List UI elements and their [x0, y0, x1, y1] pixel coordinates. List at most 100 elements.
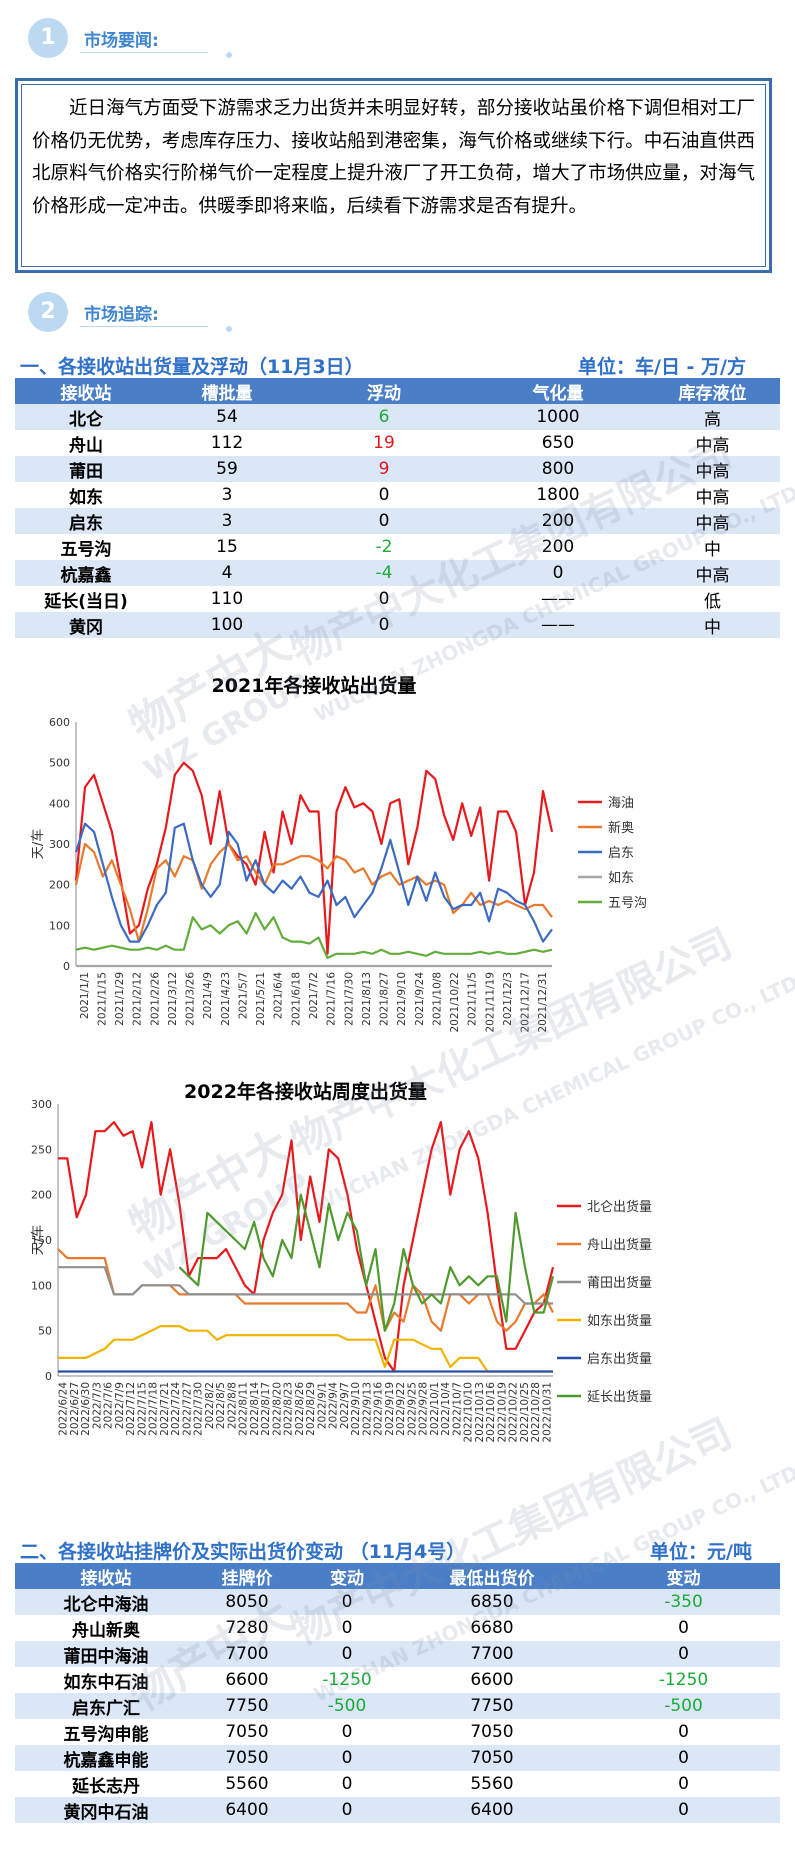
table-row: 延长(当日) 110 0 —— 低 — [15, 586, 780, 612]
chart-title: 2022年各接收站周度出货量 — [184, 1080, 427, 1103]
x-tick-label: 2022/8/17 — [260, 1382, 272, 1436]
batch-cell: 110 — [210, 589, 244, 609]
section-underline — [80, 52, 208, 53]
table2-unit: 单位：元/吨 — [650, 1541, 752, 1563]
table-row: 启东广汇 7750 -500 7750 -500 — [15, 1693, 780, 1719]
legend-label: 启东出货量 — [587, 1351, 652, 1367]
news-text: 近日海气方面受下游需求乏力出货并未明显好转，部分接收站虽价格下调但相对工厂价格仍… — [32, 98, 755, 217]
legend-label: 舟山出货量 — [587, 1237, 652, 1253]
x-tick-label: 2021/12/3 — [502, 972, 514, 1026]
y-tick-label: 100 — [49, 919, 70, 932]
series-line-2 — [74, 842, 553, 943]
table1-title: 一、各接收站出货量及浮动（11月3日） — [20, 356, 364, 378]
column-header: 库存液位 — [645, 378, 780, 404]
table-row: 舟山新奥 7280 0 6680 0 — [15, 1615, 780, 1641]
y-tick-label: 0 — [45, 1370, 52, 1383]
column-header: 最低出货价 — [397, 1563, 587, 1589]
y-tick-label: 150 — [31, 1234, 52, 1247]
station-name: 启东 — [15, 508, 157, 534]
y-tick-label: 100 — [31, 1279, 52, 1292]
shipment-table: 接收站 槽批量 浮动 气化量 库存液位 北仑 54 6 1000 高舟山 112 19 650 中高 莆田 5… — [15, 378, 780, 638]
y-tick-label: 250 — [31, 1143, 52, 1156]
change-cell: 0 — [297, 508, 471, 534]
min-change-cell: 0 — [678, 1722, 689, 1742]
chart-2022-weekly-shipments: 2022年各接收站周度出货量 0 50 100 150 200 250 300 天/车 2022/… — [30, 1080, 652, 1443]
x-tick-label: 2022/9/16 — [373, 1382, 385, 1436]
section-underline — [80, 326, 208, 327]
y-axis-label: 天/车 — [30, 1225, 46, 1255]
x-tick-label: 2022/10/16 — [485, 1382, 497, 1443]
x-tick-label: 2022/6/27 — [69, 1382, 81, 1436]
min-price-cell: 7750 — [397, 1693, 587, 1719]
y-axis-label: 天/车 — [30, 829, 46, 859]
x-tick-label: 2022/8/11 — [238, 1382, 250, 1436]
x-tick-label: 2022/10/19 — [496, 1382, 508, 1443]
x-tick-label: 2022/10/22 — [508, 1382, 520, 1443]
batch-cell: 59 — [157, 456, 297, 482]
x-tick-label: 2022/9/25 — [406, 1382, 418, 1436]
x-tick-label: 2021/7/30 — [343, 972, 355, 1026]
series-line-1 — [58, 1121, 555, 1373]
y-tick-label: 0 — [63, 960, 70, 973]
x-tick-label: 2022/7/15 — [136, 1382, 148, 1436]
min-change-cell: 0 — [678, 1774, 689, 1794]
min-price-cell: 7050 — [397, 1745, 587, 1771]
min-change-cell: -350 — [587, 1589, 780, 1615]
station-name: 舟山 — [69, 435, 103, 456]
table-row: 五号沟 15 -2 200 中 — [15, 534, 780, 560]
column-header: 浮动 — [297, 378, 471, 404]
station-name: 五号沟申能 — [63, 1724, 149, 1745]
x-tick-label: 2021/5/7 — [237, 972, 249, 1019]
gas-cell: —— — [541, 589, 575, 609]
column-header: 变动 — [587, 1563, 780, 1589]
list-price-cell: 5560 — [225, 1774, 269, 1794]
x-tick-label: 2021/12/31 — [537, 972, 549, 1033]
x-tick-label: 2022/7/18 — [148, 1382, 160, 1436]
table-row: 北仑中海油 8050 0 6850 -350 — [15, 1589, 780, 1615]
list-change-cell: -1250 — [322, 1670, 372, 1690]
batch-cell: 3 — [157, 508, 297, 534]
station-name: 如东 — [69, 487, 103, 508]
table-row: 延长志丹 5560 0 5560 0 — [15, 1771, 780, 1797]
table-row: 莆田 59 9 800 中高 — [15, 456, 780, 482]
table-header-row: 接收站 挂牌价 变动 最低出货价 变动 — [15, 1563, 780, 1589]
section-number-badge: 1 — [28, 18, 68, 58]
level-cell: 中 — [645, 612, 780, 638]
x-tick-label: 2022/9/4 — [328, 1382, 340, 1429]
station-name: 延长(当日) — [44, 591, 128, 612]
list-price-cell: 7280 — [225, 1618, 269, 1638]
min-price-cell: 6600 — [470, 1670, 514, 1690]
section-title: 市场追踪: — [84, 305, 159, 325]
table1-unit: 单位：车/日 - 万/方 — [578, 356, 746, 378]
station-name: 杭嘉鑫 — [15, 560, 157, 586]
column-header: 气化量 — [471, 378, 645, 404]
x-tick-label: 2022/7/12 — [125, 1382, 137, 1436]
table-row: 莆田中海油 7700 0 7700 0 — [15, 1641, 780, 1667]
x-tick-label: 2021/2/12 — [132, 972, 144, 1026]
gas-cell: 1000 — [471, 404, 645, 430]
y-tick-label: 500 — [49, 757, 70, 770]
level-cell: 中高 — [695, 435, 730, 456]
x-tick-label: 2022/8/5 — [215, 1382, 227, 1429]
list-change-cell: 0 — [297, 1797, 397, 1823]
x-tick-label: 2022/9/22 — [395, 1382, 407, 1436]
min-price-cell: 6850 — [397, 1589, 587, 1615]
change-cell: -2 — [375, 537, 393, 557]
level-cell: 高 — [645, 404, 780, 430]
list-change-cell: 0 — [297, 1589, 397, 1615]
x-tick-label: 2021/3/26 — [185, 972, 197, 1026]
station-name: 舟山新奥 — [72, 1620, 140, 1641]
min-price-cell: 6400 — [397, 1797, 587, 1823]
x-tick-label: 2022/9/13 — [361, 1382, 373, 1436]
change-cell: 0 — [378, 589, 390, 609]
gas-cell: 1800 — [536, 485, 580, 505]
min-price-cell: 6680 — [470, 1618, 514, 1638]
batch-cell: 4 — [157, 560, 297, 586]
legend-label: 海油 — [608, 796, 634, 811]
chart-2021-shipments: 2021年各接收站出货量 0 100 200 300 400 500 600 天/车 2021/1… — [30, 674, 647, 1033]
list-change-cell: 0 — [297, 1641, 397, 1667]
gas-cell: 200 — [541, 537, 575, 557]
min-change-cell: -1250 — [658, 1670, 709, 1690]
list-price-cell: 7050 — [225, 1722, 269, 1742]
min-change-cell: 0 — [587, 1797, 780, 1823]
